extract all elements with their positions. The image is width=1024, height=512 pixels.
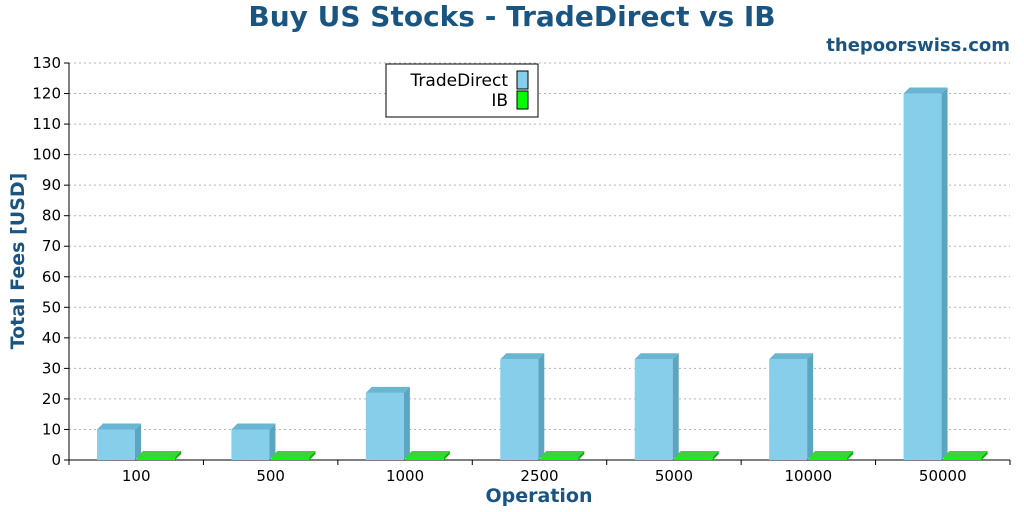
bar-top [97, 423, 141, 430]
bar-front [97, 429, 135, 460]
bar-tradedirect-50000 [903, 87, 948, 461]
y-tick-label: 120 [32, 85, 61, 103]
bar-top [271, 450, 316, 457]
bar-tradedirect-2500 [500, 353, 545, 460]
x-tick-label: 5000 [655, 467, 693, 485]
x-tick-label: 1000 [386, 467, 424, 485]
bar-front [809, 456, 848, 460]
bar-front [634, 359, 673, 460]
bar-side [403, 386, 410, 460]
x-tick-label: 500 [256, 467, 285, 485]
bar-side [135, 423, 141, 460]
bar-side [847, 450, 854, 460]
x-tick-label: 100 [122, 467, 151, 485]
bar-top [405, 450, 450, 457]
y-tick-label: 0 [51, 451, 61, 469]
site-label: thepoorswiss.com [826, 35, 1010, 56]
y-tick-label: 130 [32, 54, 61, 72]
bar-ib-100 [137, 450, 181, 460]
x-axis-title: Operation [485, 485, 592, 507]
bar-ib-1000 [405, 450, 450, 460]
bar-top [137, 450, 181, 457]
bar-top [769, 353, 814, 360]
bar-front [137, 456, 175, 460]
bar-side [578, 450, 585, 460]
y-ticks: 0 10 20 30 40 50 60 70 80 90 100 110 120 130 [32, 54, 69, 469]
legend-swatch-tradedirect [516, 70, 529, 90]
y-tick-label: 50 [42, 298, 61, 316]
bar-front [500, 359, 539, 460]
bar-top [943, 450, 988, 457]
legend-label-tradedirect: TradeDirect [410, 71, 509, 91]
y-tick-label: 30 [42, 359, 61, 377]
bar-top [809, 450, 854, 457]
y-tick-label: 80 [42, 207, 61, 225]
bar-top [903, 87, 948, 94]
y-tick-label: 20 [42, 390, 61, 408]
legend-label-ib: IB [491, 91, 508, 111]
axes [68, 63, 1010, 461]
bar-ib-10000 [809, 450, 854, 460]
bar-tradedirect-1000 [365, 386, 410, 460]
bar-side [672, 353, 679, 460]
bar-side [269, 423, 276, 460]
x-tick-label: 2500 [520, 467, 558, 485]
y-tick-label: 60 [42, 268, 61, 286]
bars [97, 87, 988, 461]
bar-top [674, 450, 719, 457]
y-tick-label: 90 [42, 176, 61, 194]
bar-ib-2500 [540, 450, 585, 460]
bar-top [365, 386, 410, 393]
y-tick-label: 110 [32, 115, 61, 133]
bar-front [405, 456, 444, 460]
x-ticks: 100 500 1000 2500 5000 10000 50000 [68, 460, 1011, 485]
bar-tradedirect-100 [97, 423, 141, 460]
bar-tradedirect-5000 [634, 353, 679, 460]
bar-side [712, 450, 719, 460]
bar-tradedirect-10000 [769, 353, 814, 460]
bar-top [540, 450, 585, 457]
bar-side [443, 450, 450, 460]
legend: TradeDirect IB [385, 63, 539, 118]
bar-front [903, 93, 942, 461]
bar-side [309, 450, 316, 460]
bar-top [500, 353, 545, 360]
y-axis-title: Total Fees [USD] [7, 173, 29, 350]
bar-ib-5000 [674, 450, 719, 460]
bar-front [674, 456, 713, 460]
bar-front [271, 456, 310, 460]
y-tick-label: 100 [32, 146, 61, 164]
y-tick-label: 40 [42, 329, 61, 347]
bar-side [981, 450, 988, 460]
bar-front [943, 456, 982, 460]
bar-ib-500 [271, 450, 316, 460]
legend-swatch-ib [516, 90, 529, 110]
bar-top [634, 353, 679, 360]
bar-front [365, 392, 404, 460]
bar-ib-50000 [943, 450, 988, 460]
y-tick-label: 10 [42, 420, 61, 438]
legend-box [385, 63, 539, 118]
y-tick-label: 70 [42, 237, 61, 255]
chart-title: Buy US Stocks - TradeDirect vs IB [248, 0, 776, 33]
x-tick-label: 50000 [919, 467, 967, 485]
bar-front [769, 359, 808, 460]
bar-side [175, 450, 181, 460]
bar-front [540, 456, 579, 460]
bar-side [807, 353, 814, 460]
x-tick-label: 10000 [784, 467, 832, 485]
bar-top [231, 423, 276, 430]
bar-side [941, 87, 948, 461]
bar-side [538, 353, 545, 460]
bar-tradedirect-500 [231, 423, 276, 460]
bar-front [231, 429, 270, 460]
